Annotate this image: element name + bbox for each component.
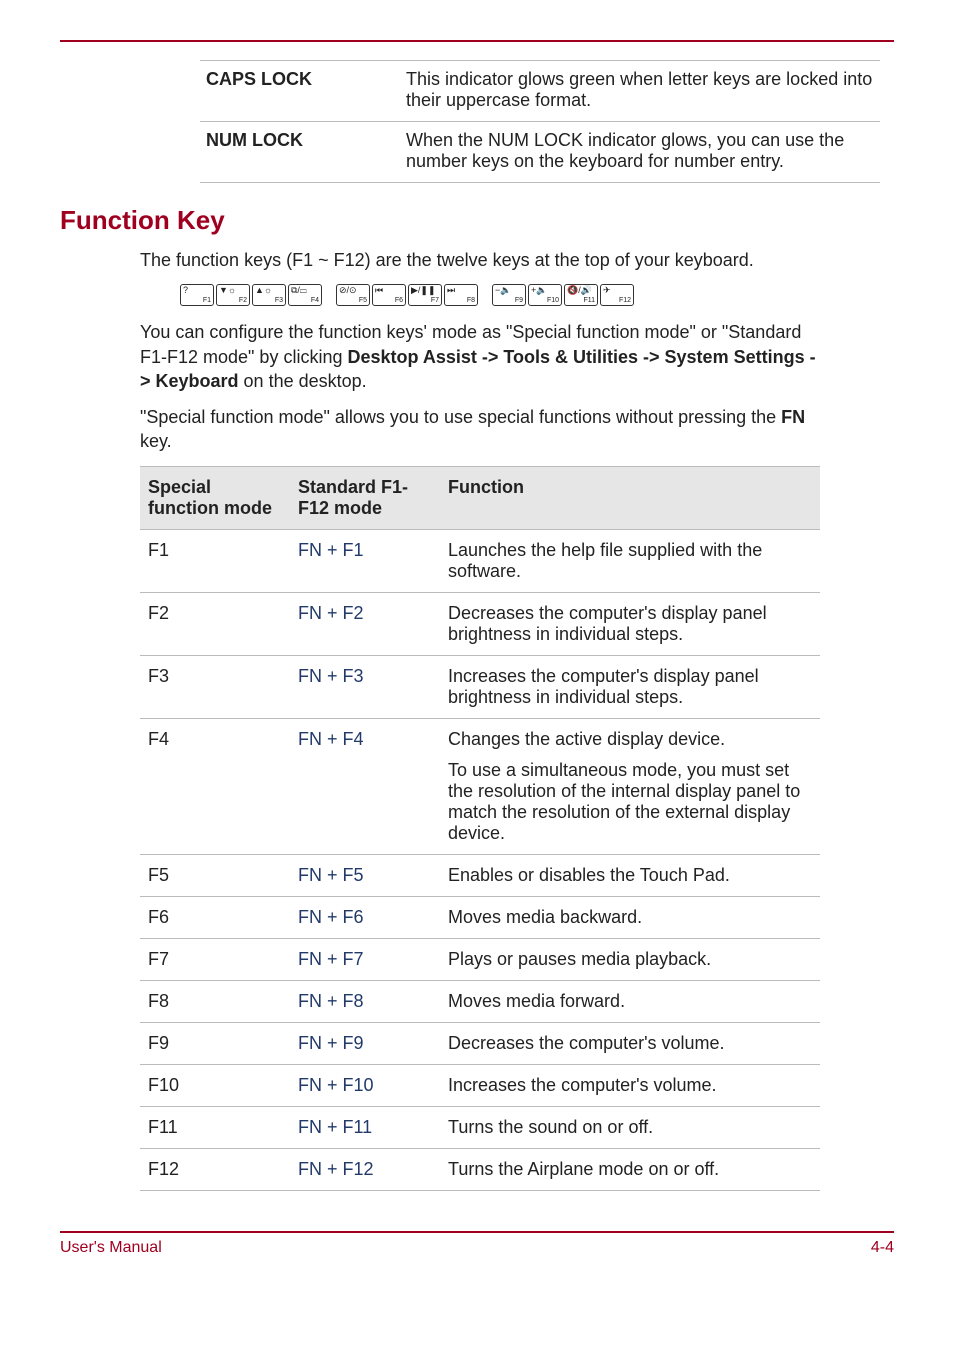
cell-function: Launches the help file supplied with the… — [440, 529, 820, 592]
cell-special: F1 — [140, 529, 290, 592]
cell-standard: FN + F1 — [290, 529, 440, 592]
cell-function-note: To use a simultaneous mode, you must set… — [448, 760, 812, 844]
indicator-table: CAPS LOCKThis indicator glows green when… — [200, 60, 880, 183]
cell-function: Moves media backward. — [440, 896, 820, 938]
indicator-label: NUM LOCK — [200, 122, 400, 183]
table-row: F12FN + F12Turns the Airplane mode on or… — [140, 1148, 820, 1190]
cell-function: Enables or disables the Touch Pad. — [440, 854, 820, 896]
cell-standard: FN + F6 — [290, 896, 440, 938]
table-row: F9FN + F9Decreases the computer's volume… — [140, 1022, 820, 1064]
cell-special: F12 — [140, 1148, 290, 1190]
function-key-row: ?F1▼☼F2▲☼F3⧉/▭F4 ⊘/⊙F5⏮F6▶/❚❚F7⏭F8 −🔈F9+🔈F… — [180, 284, 894, 306]
top-rule — [60, 40, 894, 42]
cell-standard: FN + F2 — [290, 592, 440, 655]
cell-special: F8 — [140, 980, 290, 1022]
keycap-f11: 🔇/🔊F11 — [564, 284, 598, 306]
keycap-f12: ✈F12 — [600, 284, 634, 306]
special-pre: "Special function mode" allows you to us… — [140, 407, 781, 427]
table-row: F3FN + F3Increases the computer's displa… — [140, 655, 820, 718]
indicator-label: CAPS LOCK — [200, 61, 400, 122]
footer-right: 4-4 — [871, 1239, 894, 1257]
keycap-f6: ⏮F6 — [372, 284, 406, 306]
cell-special: F5 — [140, 854, 290, 896]
cell-standard: FN + F12 — [290, 1148, 440, 1190]
cell-special: F7 — [140, 938, 290, 980]
keycap-f2: ▼☼F2 — [216, 284, 250, 306]
cell-standard: FN + F3 — [290, 655, 440, 718]
config-post: on the desktop. — [239, 371, 367, 391]
keycap-f4: ⧉/▭F4 — [288, 284, 322, 306]
th-special: Special function mode — [140, 466, 290, 529]
cell-function: Moves media forward. — [440, 980, 820, 1022]
cell-function: Plays or pauses media playback. — [440, 938, 820, 980]
cell-special: F4 — [140, 718, 290, 854]
cell-function: Turns the sound on or off. — [440, 1106, 820, 1148]
indicator-desc: This indicator glows green when letter k… — [400, 61, 880, 122]
th-function: Function — [440, 466, 820, 529]
cell-special: F9 — [140, 1022, 290, 1064]
cell-function: Increases the computer's volume. — [440, 1064, 820, 1106]
cell-special: F2 — [140, 592, 290, 655]
intro-text: The function keys (F1 ~ F12) are the twe… — [140, 248, 820, 272]
table-row: F1FN + F1Launches the help file supplied… — [140, 529, 820, 592]
cell-function: Changes the active display device.To use… — [440, 718, 820, 854]
table-row: F4FN + F4Changes the active display devi… — [140, 718, 820, 854]
cell-function: Decreases the computer's volume. — [440, 1022, 820, 1064]
cell-special: F6 — [140, 896, 290, 938]
keycap-f9: −🔈F9 — [492, 284, 526, 306]
section-heading: Function Key — [60, 205, 894, 236]
cell-standard: FN + F9 — [290, 1022, 440, 1064]
table-row: F8FN + F8Moves media forward. — [140, 980, 820, 1022]
cell-special: F10 — [140, 1064, 290, 1106]
special-post: key. — [140, 431, 172, 451]
cell-function: Increases the computer's display panel b… — [440, 655, 820, 718]
footer-left: User's Manual — [60, 1239, 162, 1257]
keycap-f1: ?F1 — [180, 284, 214, 306]
cell-function: Turns the Airplane mode on or off. — [440, 1148, 820, 1190]
table-row: F10FN + F10Increases the computer's volu… — [140, 1064, 820, 1106]
keycap-f7: ▶/❚❚F7 — [408, 284, 442, 306]
th-standard: Standard F1-F12 mode — [290, 466, 440, 529]
function-key-table: Special function mode Standard F1-F12 mo… — [140, 466, 820, 1191]
page-footer: User's Manual 4-4 — [60, 1231, 894, 1257]
cell-function: Decreases the computer's display panel b… — [440, 592, 820, 655]
cell-standard: FN + F4 — [290, 718, 440, 854]
keycap-f3: ▲☼F3 — [252, 284, 286, 306]
keycap-f5: ⊘/⊙F5 — [336, 284, 370, 306]
special-mode-text: "Special function mode" allows you to us… — [140, 405, 820, 454]
table-row: F2FN + F2Decreases the computer's displa… — [140, 592, 820, 655]
config-text: You can configure the function keys' mod… — [140, 320, 820, 393]
cell-standard: FN + F8 — [290, 980, 440, 1022]
indicator-desc: When the NUM LOCK indicator glows, you c… — [400, 122, 880, 183]
cell-special: F11 — [140, 1106, 290, 1148]
fn-key-label: FN — [781, 407, 805, 427]
cell-special: F3 — [140, 655, 290, 718]
table-row: F11FN + F11Turns the sound on or off. — [140, 1106, 820, 1148]
cell-standard: FN + F11 — [290, 1106, 440, 1148]
table-row: F5FN + F5Enables or disables the Touch P… — [140, 854, 820, 896]
keycap-f8: ⏭F8 — [444, 284, 478, 306]
cell-standard: FN + F10 — [290, 1064, 440, 1106]
table-row: F7FN + F7Plays or pauses media playback. — [140, 938, 820, 980]
cell-standard: FN + F5 — [290, 854, 440, 896]
keycap-f10: +🔈F10 — [528, 284, 562, 306]
table-row: F6FN + F6Moves media backward. — [140, 896, 820, 938]
cell-standard: FN + F7 — [290, 938, 440, 980]
